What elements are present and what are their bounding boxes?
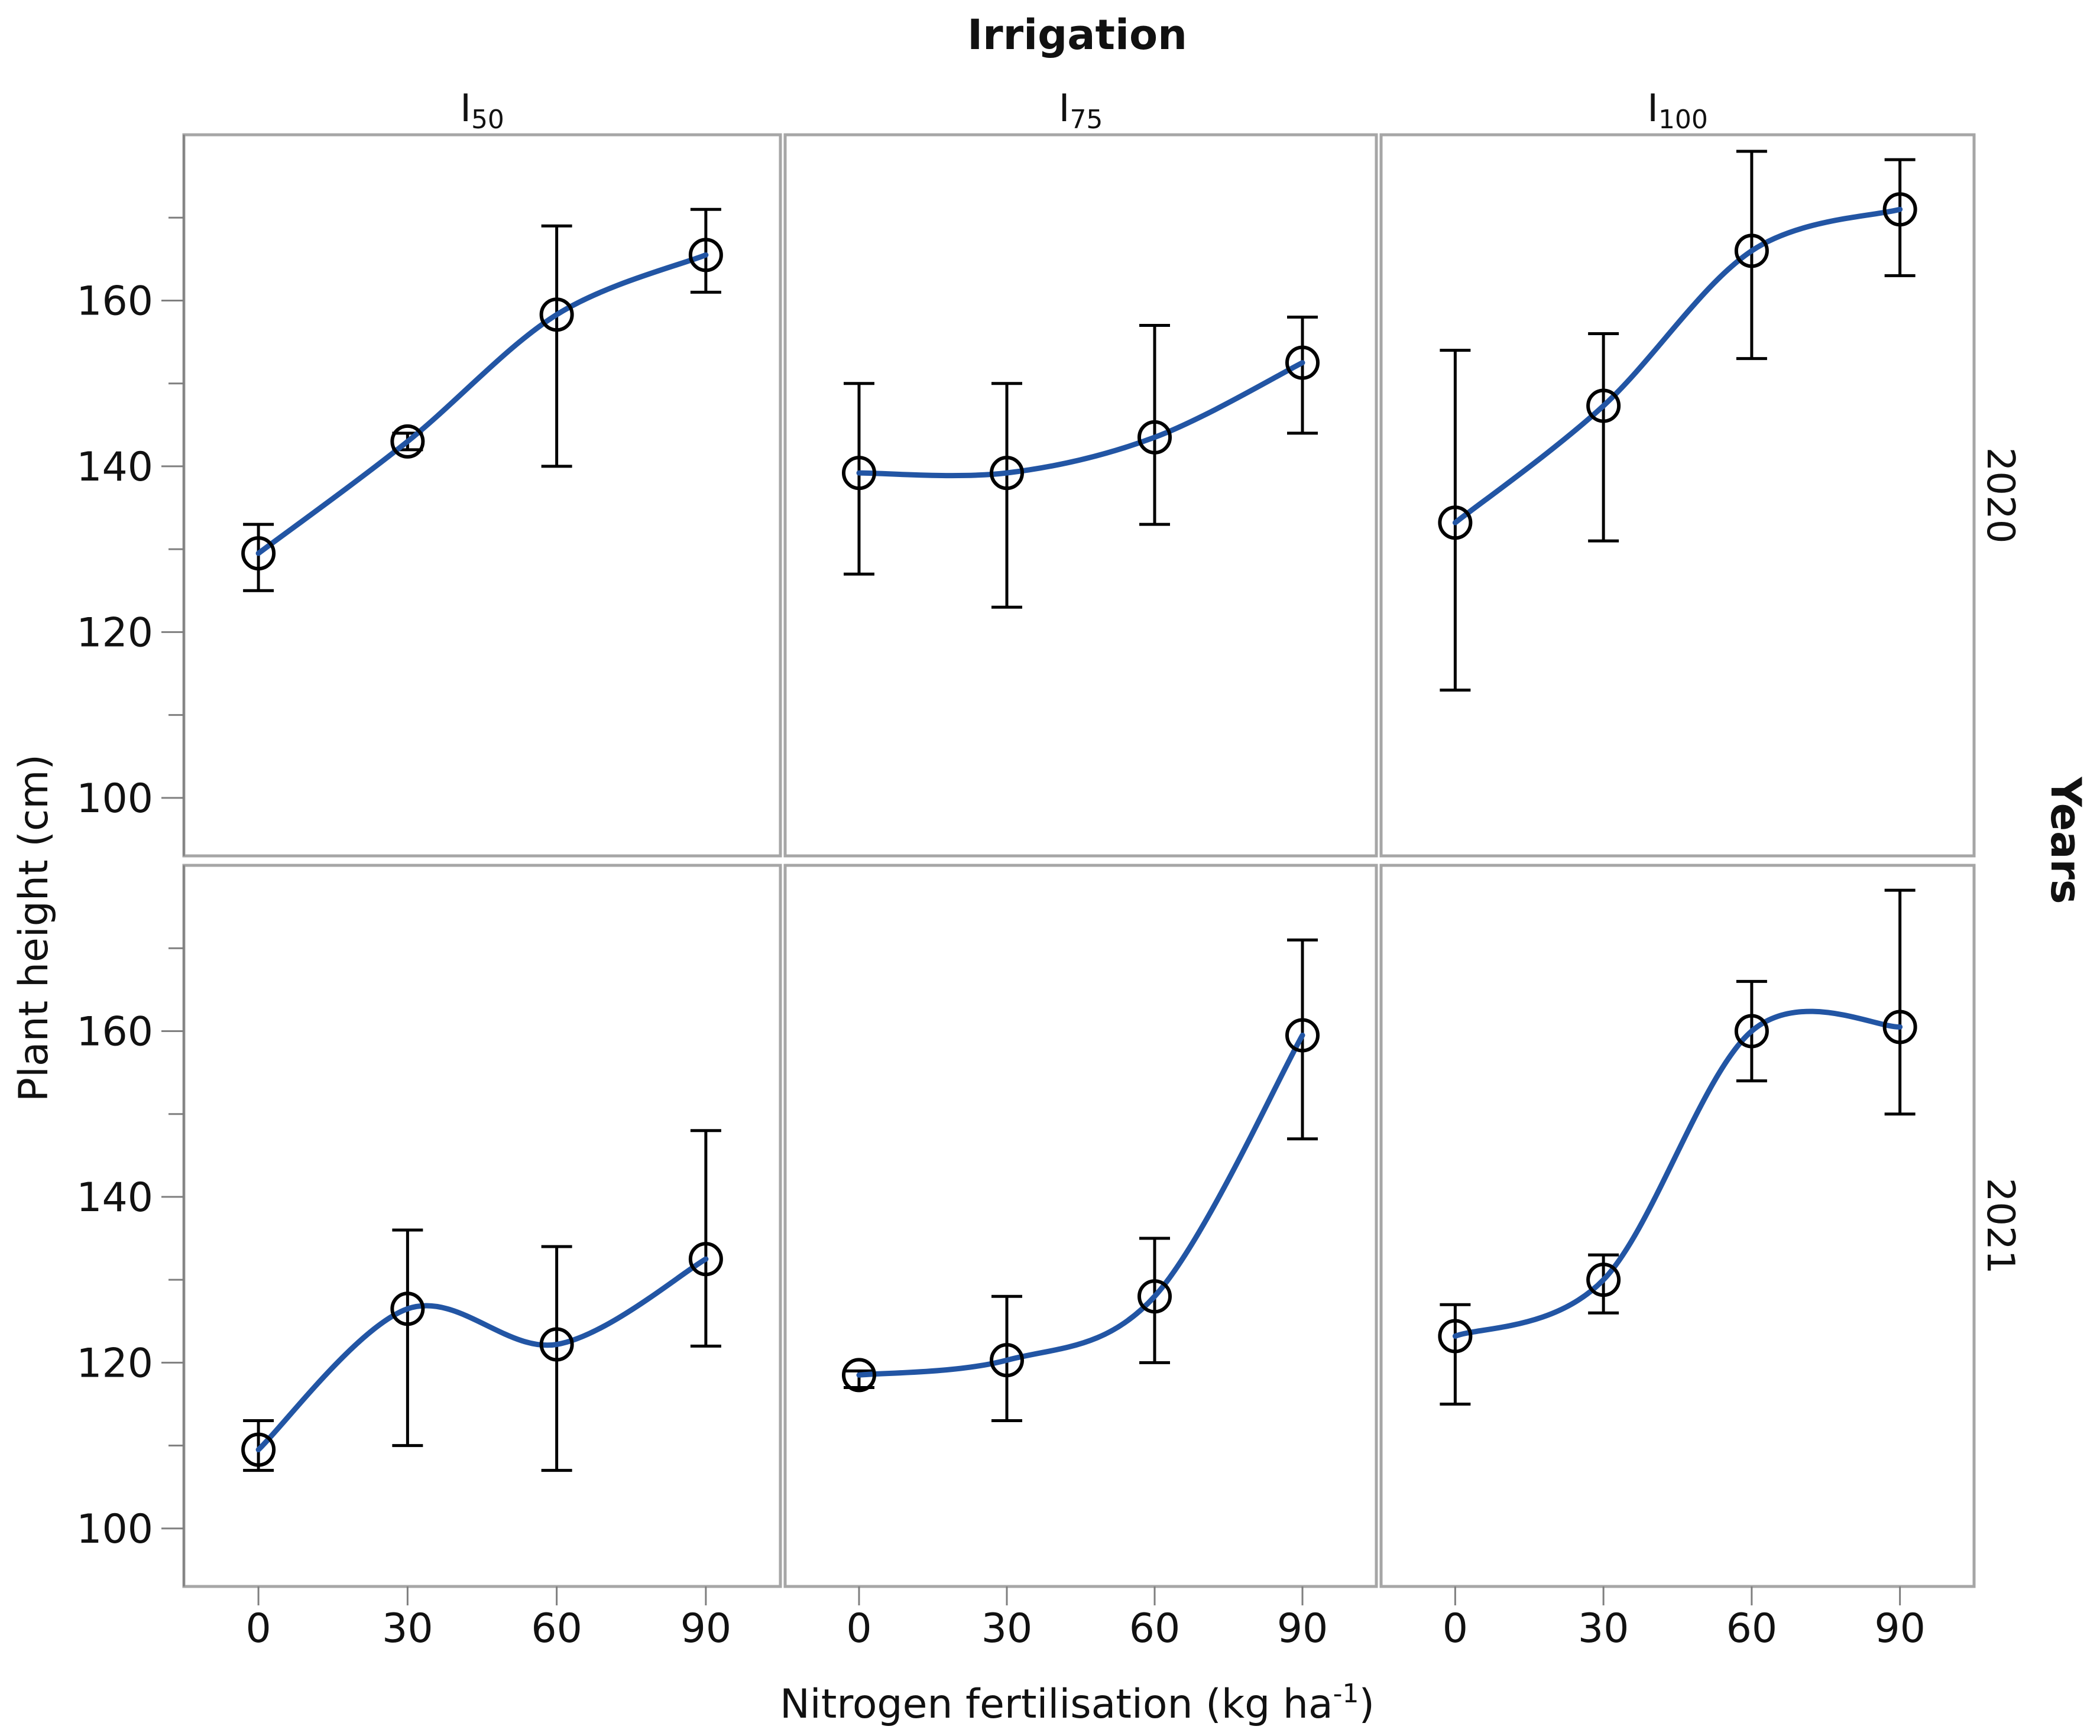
column-strip-label: I75 xyxy=(1059,87,1103,135)
data-point xyxy=(1586,1263,1621,1297)
series-2020-I75 xyxy=(842,316,1320,609)
series-2021-I100 xyxy=(1438,888,1917,1406)
row-strip-label-2021: 2021 xyxy=(1978,1178,2022,1274)
column-strip-label-subscript: 50 xyxy=(471,105,504,135)
x-axis-title-superscript: -1 xyxy=(1333,1679,1359,1709)
data-point xyxy=(390,424,425,459)
column-strip-label-base: I xyxy=(460,87,471,131)
column-group-title: Irrigation xyxy=(967,11,1187,59)
y-axis-title: Plant height (cm) xyxy=(11,754,57,1102)
series-2021-I50 xyxy=(241,1129,723,1472)
column-strip-label: I100 xyxy=(1647,87,1708,135)
data-point xyxy=(1882,1010,1917,1044)
y-tick-label: 140 xyxy=(76,1174,153,1221)
x-tick-label: 60 xyxy=(1726,1605,1778,1652)
data-point xyxy=(1734,233,1769,268)
y-axes: 100 120 140 160 100 120 140 160 xyxy=(76,135,185,1586)
data-point xyxy=(241,1432,276,1467)
x-axis: 0 30 60 90 0 30 60 90 0 30 60 90 xyxy=(245,1586,1926,1652)
y-tick-label: 140 xyxy=(76,444,153,491)
data-point xyxy=(1438,505,1473,540)
x-tick-label: 30 xyxy=(981,1605,1033,1652)
x-tick-label: 0 xyxy=(1443,1605,1468,1652)
panel-frame-2021-col0 xyxy=(182,864,782,1588)
data-point xyxy=(842,1358,876,1393)
fit-line xyxy=(1452,1008,1903,1339)
column-strip-label-subscript: 100 xyxy=(1658,105,1708,135)
x-tick-label: 30 xyxy=(382,1605,433,1652)
data-point xyxy=(688,238,723,272)
data-point xyxy=(842,456,876,491)
y-tick-label: 100 xyxy=(76,775,153,822)
series-2020-I50 xyxy=(241,207,723,592)
data-point xyxy=(539,1327,574,1362)
x-axis-title-end: ) xyxy=(1359,1681,1375,1728)
x-axis-title-main: Nitrogen fertilisation (kg ha xyxy=(780,1681,1333,1728)
column-strip-label: I50 xyxy=(460,87,504,135)
data-point xyxy=(241,536,276,571)
fit-line xyxy=(1452,206,1903,525)
data-point xyxy=(1586,388,1621,423)
row-group-title: Years xyxy=(2041,776,2090,904)
data-point xyxy=(1138,1279,1172,1314)
x-tick-label: 0 xyxy=(245,1605,271,1652)
data-point xyxy=(1285,345,1320,380)
x-axis-title: Nitrogen fertilisation (kg ha-1) xyxy=(780,1679,1375,1728)
y-tick-label: 160 xyxy=(76,278,153,325)
panel-frame-2020-col2 xyxy=(1379,133,1976,858)
data-point xyxy=(1734,1014,1769,1049)
fit-line xyxy=(255,252,709,556)
panel-frame-2021-col1 xyxy=(783,864,1378,1588)
x-tick-label: 0 xyxy=(846,1605,871,1652)
data-point xyxy=(1138,420,1172,455)
x-tick-label: 90 xyxy=(1277,1605,1328,1652)
column-strip-label-base: I xyxy=(1647,87,1658,131)
column-strip-label-subscript: 75 xyxy=(1070,105,1103,135)
data-point xyxy=(1285,1018,1320,1053)
panel-frame-2020-col1 xyxy=(783,133,1378,858)
fit-line xyxy=(255,1256,709,1453)
y-tick-label: 160 xyxy=(76,1008,153,1055)
y-tick-label: 120 xyxy=(76,1340,153,1387)
x-tick-label: 60 xyxy=(531,1605,582,1652)
series-2021-I75 xyxy=(842,938,1320,1423)
data-point xyxy=(1882,192,1917,227)
data-point xyxy=(539,297,574,332)
x-tick-label: 90 xyxy=(680,1605,732,1652)
data-point xyxy=(390,1292,425,1326)
data-point xyxy=(1438,1319,1473,1354)
column-strip-label-base: I xyxy=(1059,87,1070,131)
row-strip-label-2020: 2020 xyxy=(1978,447,2022,544)
panel-frame-2021-col2 xyxy=(1379,864,1976,1588)
data-point xyxy=(990,456,1024,491)
data-point xyxy=(990,1343,1024,1378)
x-tick-label: 60 xyxy=(1129,1605,1181,1652)
data-point xyxy=(688,1242,723,1277)
x-tick-label: 90 xyxy=(1874,1605,1926,1652)
y-tick-label: 120 xyxy=(76,609,153,656)
fit-line xyxy=(856,1032,1305,1378)
x-tick-label: 30 xyxy=(1578,1605,1629,1652)
panel-frame-2020-col0 xyxy=(182,133,782,858)
y-tick-label: 100 xyxy=(76,1506,153,1553)
fit-line xyxy=(856,360,1305,479)
facet-panels xyxy=(182,133,1976,1588)
series-2020-I100 xyxy=(1438,150,1917,692)
